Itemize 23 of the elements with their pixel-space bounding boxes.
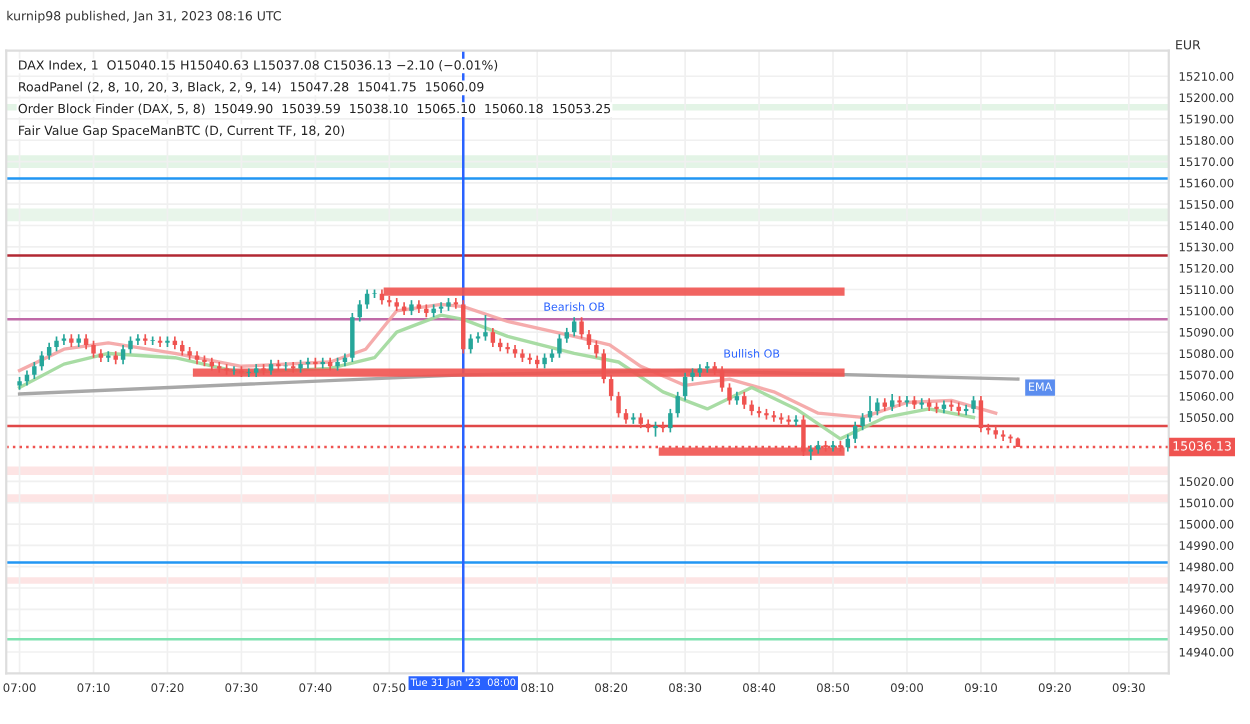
candlestick [468,333,473,355]
candlestick [675,391,680,419]
candlestick [106,350,111,363]
candlestick [978,395,984,434]
candlestick [808,444,814,461]
candlestick [668,408,673,434]
candlestick [586,329,592,351]
candlestick [120,344,126,365]
candlestick [231,365,237,376]
candlestick [150,335,155,346]
candlestick [705,361,710,374]
candlestick [557,333,562,359]
candlestick [357,299,362,323]
candlestick [571,316,577,338]
candlestick [483,314,488,342]
candlestick [579,316,584,340]
candlestick [461,299,466,355]
candlestick [852,420,858,444]
candlestick [246,367,252,378]
candlestick [616,391,621,419]
candlestick [727,382,732,406]
candlestick [490,327,496,348]
candlestick [350,312,355,363]
